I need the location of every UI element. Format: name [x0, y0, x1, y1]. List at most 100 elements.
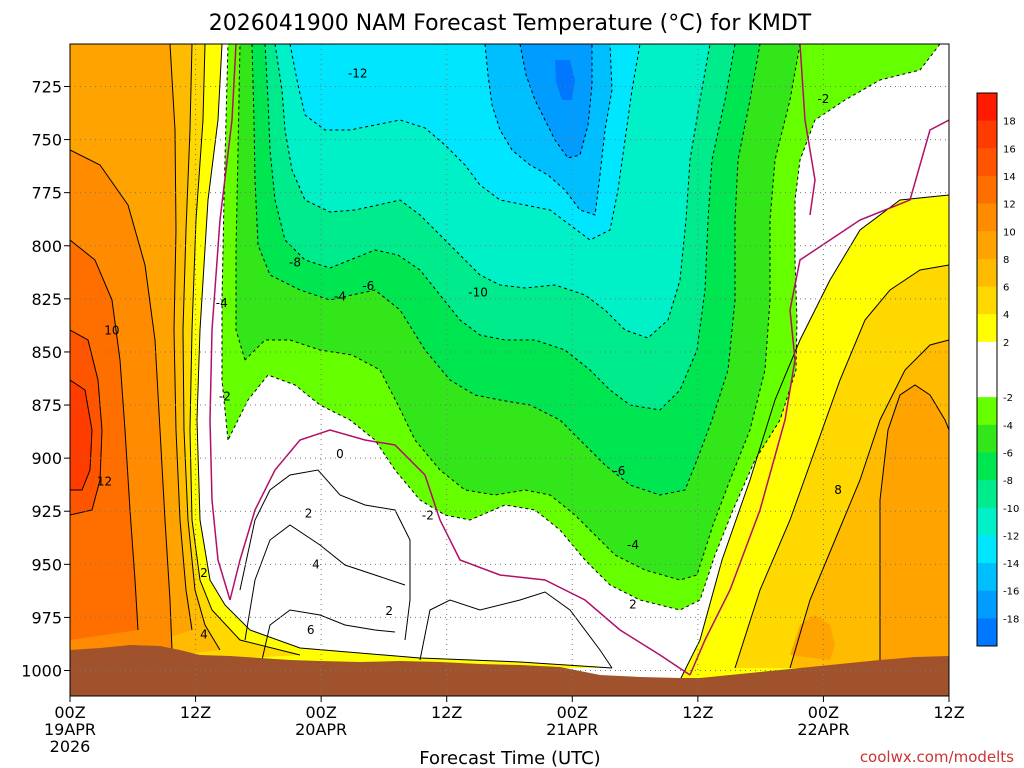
- colorbar-label: -16: [1003, 587, 1019, 598]
- y-tick-label: 925: [31, 502, 62, 521]
- colorbar-swatch: [977, 452, 997, 481]
- zero-isotherm-mid: [229, 429, 691, 676]
- contour-label: 2: [305, 506, 313, 520]
- y-tick-label: 800: [31, 237, 62, 256]
- y-tick-label: 725: [31, 77, 62, 96]
- x-tick-label: 22APR: [797, 720, 849, 739]
- colorbar-swatch: [977, 397, 997, 426]
- colorbar-swatch: [977, 590, 997, 619]
- colorbar-swatch: [977, 341, 997, 398]
- y-tick-label: 950: [31, 555, 62, 574]
- contour-label: 4: [312, 557, 320, 571]
- contour-label: 12: [97, 474, 112, 488]
- colorbar-label: -14: [1003, 559, 1019, 570]
- contour-label: -4: [627, 538, 639, 552]
- colorbar-label: -10: [1003, 504, 1019, 515]
- chart-title: 2026041900 NAM Forecast Temperature (°C)…: [209, 11, 812, 36]
- zero-isotherm-right: [689, 119, 949, 676]
- x-tick-label: 00Z: [557, 703, 588, 722]
- colorbar-label: 16: [1003, 144, 1016, 155]
- colorbar-swatch: [977, 480, 997, 509]
- x-tick-label: 20APR: [295, 720, 347, 739]
- x-tick-label: 12Z: [180, 703, 211, 722]
- contour-line-plus-16: [70, 379, 93, 491]
- colorbar-swatch: [977, 618, 997, 647]
- colorbar-swatch: [977, 203, 997, 232]
- x-tick-label: 21APR: [546, 720, 598, 739]
- colorbar-label: -4: [1003, 421, 1013, 432]
- contour-line-right-2: [679, 194, 949, 681]
- contour-line-mid-2: [239, 469, 411, 641]
- colorbar-label: 14: [1003, 172, 1016, 183]
- contour-line-plus-14: [70, 329, 103, 516]
- watermark: coolwx.com/modelts: [860, 748, 1014, 766]
- y-tick-label: 900: [31, 449, 62, 468]
- colorbar-label: -18: [1003, 614, 1019, 625]
- contour-label: 0: [336, 447, 344, 461]
- contour-labels: -12 -2 -8 -6 -4 -4 -10 10 -2 0 -6 12 2 -2 -4 4 2 2 2 6 4 8: [97, 67, 842, 642]
- contour-label: 2: [629, 598, 637, 612]
- contour-label: 2: [200, 566, 208, 580]
- terrain-surface: [70, 645, 949, 696]
- contour-label: -2: [219, 390, 231, 404]
- contour-line-minus-16: [519, 44, 593, 159]
- contour-line-plus-12: [70, 239, 139, 631]
- contour-line-minus-10: [274, 44, 711, 339]
- contour-label: -8: [289, 256, 301, 270]
- colorbar: 18 16 14 12 10 8 6 4 2 -2 -4 -6 -8 -10 -12 -14 -16 -18: [976, 92, 1019, 647]
- colorbar-label: 12: [1003, 200, 1016, 211]
- contour-label: 2: [385, 604, 393, 618]
- colorbar-swatch: [977, 258, 997, 288]
- x-tick-label: 12Z: [431, 703, 462, 722]
- region-plus-16: [70, 380, 92, 490]
- x-tick-label: 2026: [50, 737, 91, 756]
- colorbar-label: 2: [1003, 338, 1009, 349]
- x-tick-label: 00Z: [808, 703, 839, 722]
- x-tick-label: 19APR: [44, 720, 96, 739]
- contour-line-minus-8: [264, 44, 736, 411]
- plot-frame: [69, 43, 950, 697]
- colorbar-swatch: [977, 286, 997, 315]
- y-tick-label: 975: [31, 608, 62, 627]
- contour-line-right-4: [734, 264, 949, 669]
- colorbar-swatch: [977, 535, 997, 564]
- contour-label: -6: [613, 464, 625, 478]
- y-axis: 725 750 775 800 825 850 875 900 925 950 975 1000: [21, 77, 70, 681]
- colorbar-label: 10: [1003, 227, 1016, 238]
- x-tick-label: 12Z: [933, 703, 964, 722]
- colorbar-label: 8: [1003, 255, 1009, 266]
- contour-label: -4: [334, 290, 346, 304]
- x-tick-label: 00Z: [305, 703, 336, 722]
- zero-isotherm-upper-right: [799, 44, 816, 216]
- contour-label: -2: [422, 508, 434, 522]
- grid-lines: [70, 44, 949, 696]
- contour-line-low-2: [419, 591, 613, 669]
- contour-label: -2: [817, 92, 829, 106]
- contour-label: 6: [307, 623, 315, 637]
- colorbar-label: 4: [1003, 310, 1009, 321]
- contour-line-right-8: [879, 384, 949, 668]
- y-tick-label: 875: [31, 396, 62, 415]
- contour-line-right-6: [789, 339, 949, 669]
- contour-line-plus-10: [70, 149, 173, 651]
- colorbar-swatch: [977, 563, 997, 592]
- x-tick-label: 12Z: [682, 703, 713, 722]
- colorbar-swatch: [977, 424, 997, 453]
- contour-line-minus-14: [484, 44, 613, 216]
- contour-line-plus-8: [169, 44, 193, 631]
- contour-label: 8: [834, 483, 842, 497]
- contour-label: 10: [104, 324, 119, 338]
- contour-label: -6: [362, 279, 374, 293]
- y-tick-label: 750: [31, 131, 62, 150]
- colorbar-swatch: [977, 175, 997, 205]
- colorbar-swatch: [977, 231, 997, 260]
- y-tick-label: 825: [31, 290, 62, 309]
- zero-isotherm-left: [209, 44, 237, 601]
- contour-label: -4: [216, 296, 228, 310]
- contour-line-mid-4: [244, 524, 406, 641]
- region-right-plus-8: [880, 385, 949, 668]
- region-minus-18: [555, 60, 575, 100]
- contour-label: -10: [468, 285, 488, 299]
